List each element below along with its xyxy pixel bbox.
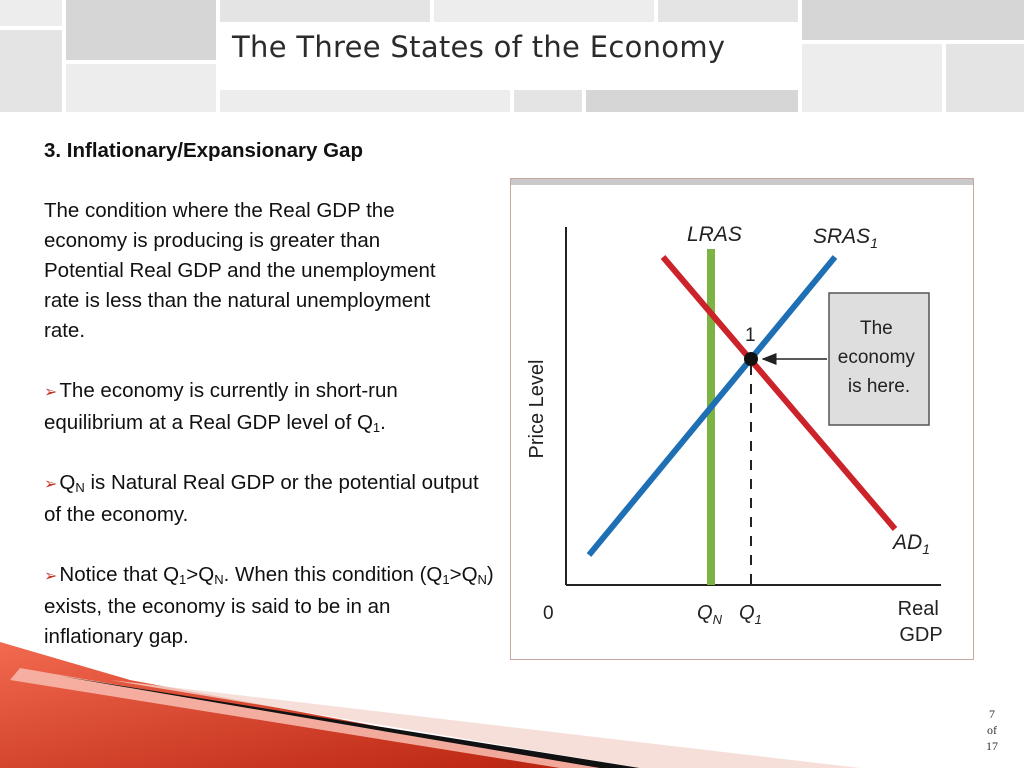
lras-label: LRAS bbox=[687, 223, 742, 246]
bullet-2: ➢QN is Natural Real GDP or the potential… bbox=[44, 471, 479, 526]
bullet-arrow-icon: ➢ bbox=[44, 568, 58, 585]
diagram-svg: 1 The economy is here. LRAS SRAS1 AD1 Pr… bbox=[511, 179, 973, 646]
bullet-arrow-icon: ➢ bbox=[44, 476, 58, 493]
ad-curve bbox=[660, 255, 898, 531]
slide-text: 3. Inflationary/Expansionary Gap The con… bbox=[44, 136, 494, 652]
callout-text: The economy is here. bbox=[838, 318, 920, 397]
decorative-swoosh bbox=[0, 642, 860, 768]
y-axis-label: Price Level bbox=[526, 360, 548, 459]
qn-label: QN bbox=[697, 602, 723, 627]
swoosh-black bbox=[60, 676, 640, 768]
origin-label: 0 bbox=[543, 603, 554, 624]
section-heading: 3. Inflationary/Expansionary Gap bbox=[44, 139, 363, 162]
page-number: 7 of 17 bbox=[986, 707, 998, 753]
definition-paragraph: The condition where the Real GDP the eco… bbox=[44, 199, 436, 342]
q1-label: Q1 bbox=[739, 602, 762, 627]
ad-label: AD1 bbox=[891, 531, 930, 557]
sras-curve bbox=[586, 255, 838, 557]
swoosh-light bbox=[110, 680, 860, 768]
as-ad-diagram: 1 The economy is here. LRAS SRAS1 AD1 Pr… bbox=[510, 178, 974, 660]
bullet-arrow-icon: ➢ bbox=[44, 384, 58, 401]
bullet-1: ➢The economy is currently in short-run e… bbox=[44, 379, 398, 435]
sras-label: SRAS1 bbox=[813, 225, 878, 251]
callout-box bbox=[828, 292, 930, 426]
x-axis-label: Real GDP bbox=[898, 598, 945, 646]
swoosh-pink bbox=[10, 668, 600, 768]
point-label: 1 bbox=[745, 325, 756, 346]
bullet-3: ➢Notice that Q1>QN. When this condition … bbox=[44, 563, 494, 648]
slide-title: The Three States of the Economy bbox=[232, 30, 726, 64]
swoosh-red bbox=[0, 642, 600, 768]
frame-top-bar bbox=[511, 179, 973, 185]
header-banner: The Three States of the Economy bbox=[0, 0, 1024, 112]
equilibrium-point bbox=[744, 352, 758, 366]
